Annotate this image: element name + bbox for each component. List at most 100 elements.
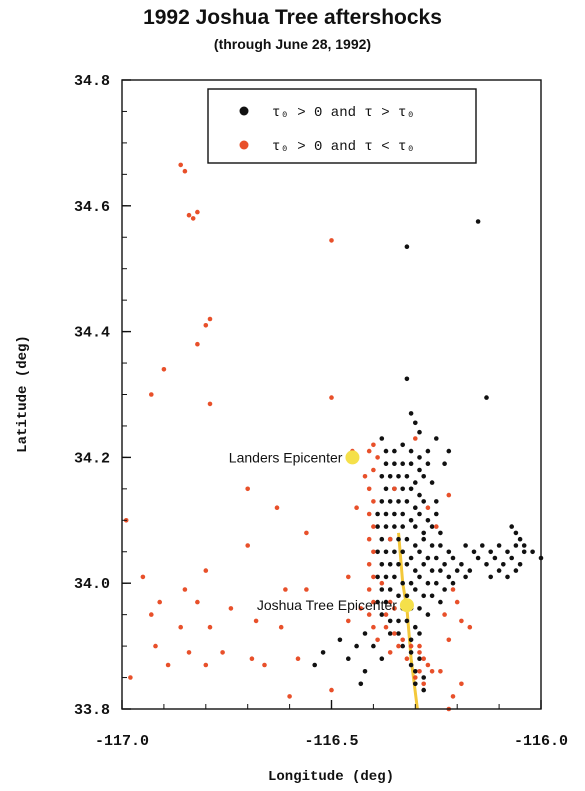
red-point xyxy=(304,530,309,536)
legend-label: τ₀ > 0 and τ < τ₀ xyxy=(272,139,415,155)
red-point xyxy=(195,341,200,347)
black-point xyxy=(425,612,431,617)
black-point xyxy=(480,543,485,548)
red-point xyxy=(149,612,154,617)
black-point xyxy=(475,555,481,561)
black-point xyxy=(379,474,385,479)
red-point xyxy=(438,669,443,674)
black-point xyxy=(375,511,380,517)
red-point xyxy=(366,536,372,542)
y-tick-label: 34.0 xyxy=(74,576,110,593)
red-point xyxy=(186,212,192,218)
black-point xyxy=(471,549,477,555)
red-point xyxy=(450,694,456,699)
red-point xyxy=(425,662,431,668)
black-point xyxy=(450,580,456,586)
black-point xyxy=(392,549,397,555)
black-point xyxy=(438,543,443,548)
red-point xyxy=(417,643,422,649)
black-point xyxy=(408,486,414,492)
black-point xyxy=(379,612,385,617)
black-point xyxy=(450,555,456,561)
black-point xyxy=(425,555,431,561)
red-point xyxy=(459,681,464,687)
black-point xyxy=(379,536,385,542)
red-point xyxy=(379,580,385,586)
black-point xyxy=(383,448,389,454)
black-point xyxy=(379,587,385,592)
red-point xyxy=(295,656,301,661)
black-point xyxy=(442,587,447,592)
black-point xyxy=(513,530,519,536)
black-point xyxy=(417,511,422,517)
black-point xyxy=(387,474,393,479)
black-point xyxy=(387,587,393,592)
black-point xyxy=(383,511,389,517)
y-axis-label: Latitude (deg) xyxy=(15,335,31,453)
black-point xyxy=(320,650,326,655)
red-point xyxy=(446,492,452,498)
annotation-landers-epicenter: Landers Epicenter xyxy=(229,449,343,465)
red-point xyxy=(178,162,183,168)
legend-box xyxy=(207,88,477,164)
red-point xyxy=(366,612,372,617)
red-point xyxy=(371,524,376,529)
black-point xyxy=(438,599,443,605)
red-point xyxy=(207,316,213,322)
black-point xyxy=(400,524,406,529)
red-point xyxy=(195,209,200,215)
black-point xyxy=(375,524,380,529)
black-point xyxy=(396,536,401,542)
black-point xyxy=(383,486,389,492)
black-point xyxy=(404,593,410,599)
red-point xyxy=(371,574,376,580)
black-point xyxy=(429,568,435,573)
red-point xyxy=(220,650,225,655)
chart-title: 1992 Joshua Tree aftershocks xyxy=(143,6,442,29)
black-point xyxy=(408,662,414,668)
black-point xyxy=(417,574,422,580)
black-point xyxy=(379,562,385,567)
legend-label: τ₀ > 0 and τ > τ₀ xyxy=(272,105,415,121)
red-point xyxy=(207,624,213,630)
black-point xyxy=(400,511,406,517)
red-point xyxy=(329,395,334,400)
red-point xyxy=(354,505,359,511)
black-point xyxy=(413,420,418,426)
black-point xyxy=(312,662,318,668)
red-point xyxy=(186,650,192,655)
black-point xyxy=(521,543,527,548)
red-point xyxy=(371,599,376,605)
black-point xyxy=(392,574,397,580)
black-point xyxy=(459,562,464,567)
red-point xyxy=(387,536,393,542)
black-point xyxy=(417,656,422,661)
black-point xyxy=(413,624,418,630)
plot-frame xyxy=(121,79,542,710)
red-point xyxy=(182,168,188,174)
black-point xyxy=(488,549,494,555)
black-point xyxy=(413,669,418,674)
red-point xyxy=(371,499,376,504)
red-point xyxy=(459,618,464,624)
black-point xyxy=(505,549,510,555)
black-point xyxy=(408,448,414,454)
x-tick-label: -117.0 xyxy=(95,733,149,750)
black-point xyxy=(375,574,380,580)
black-point xyxy=(434,580,439,586)
legend-marker xyxy=(239,106,249,116)
red-point xyxy=(392,486,397,492)
black-point xyxy=(392,524,397,529)
black-point xyxy=(434,436,439,441)
black-point xyxy=(404,536,410,542)
red-point xyxy=(249,656,255,661)
red-point xyxy=(371,442,376,448)
black-point xyxy=(387,618,393,624)
black-point xyxy=(475,219,481,224)
black-point xyxy=(400,461,406,467)
black-point xyxy=(446,549,452,555)
red-point xyxy=(366,587,372,592)
black-point xyxy=(425,580,431,586)
red-point xyxy=(371,467,376,473)
black-point xyxy=(484,395,489,400)
